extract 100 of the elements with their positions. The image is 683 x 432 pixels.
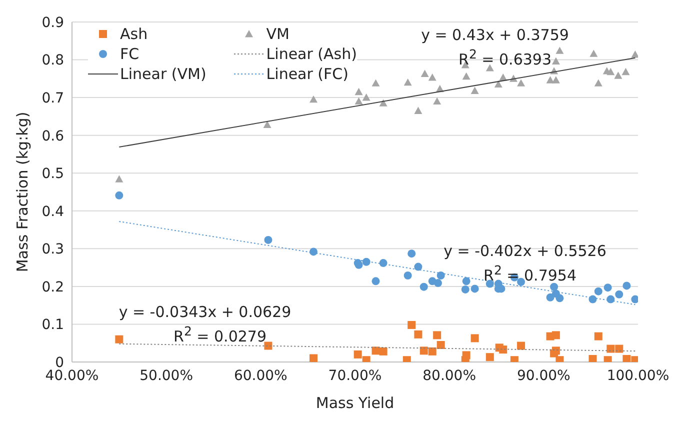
point (494, 80, 502, 88)
point (414, 106, 422, 114)
y-tick-label: 0.9 (42, 14, 64, 31)
point (606, 344, 615, 353)
point (309, 354, 318, 362)
point (622, 68, 630, 76)
point (420, 282, 428, 291)
point (604, 284, 612, 292)
point (414, 330, 422, 338)
point (354, 97, 363, 105)
point (408, 250, 416, 258)
point (462, 72, 470, 80)
point (263, 120, 272, 128)
y-tick-label: 0.1 (42, 317, 64, 334)
point (372, 79, 380, 86)
point (433, 331, 442, 340)
x-tick-label: 90.00% (516, 368, 570, 384)
point (115, 175, 124, 182)
annotation: y = 0.43x + 0.3759 (421, 26, 569, 44)
point (517, 278, 526, 286)
y-tick-label: 0.3 (42, 242, 64, 258)
point (615, 344, 624, 353)
point (470, 334, 479, 342)
point (379, 99, 388, 106)
annotation: y = -0.402x + 0.5526 (444, 242, 606, 260)
point (436, 271, 445, 280)
point (622, 282, 631, 290)
legend-label: Linear (VM) (120, 64, 206, 84)
point (556, 294, 564, 302)
point (499, 346, 508, 354)
y-tick-label: 0.4 (42, 204, 64, 220)
legend-label: Linear (FC) (266, 64, 348, 84)
point (486, 64, 494, 72)
x-axis-title: Mass Yield (316, 394, 394, 412)
point (614, 72, 622, 79)
point (354, 88, 363, 96)
point (588, 295, 597, 304)
point (436, 341, 445, 349)
point (264, 342, 272, 350)
point (309, 95, 318, 103)
point (470, 284, 479, 293)
point (606, 68, 615, 76)
point (420, 346, 428, 355)
x-tick-label: 70.00% (328, 368, 382, 384)
point (615, 290, 624, 298)
point (556, 46, 564, 54)
point (362, 258, 370, 266)
point (594, 287, 602, 296)
point (115, 191, 124, 200)
x-tick-label: 80.00% (422, 368, 476, 384)
legend-label: Ash (120, 24, 148, 44)
point (594, 79, 602, 86)
point (590, 50, 598, 57)
point (379, 259, 388, 268)
legend-label: FC (120, 44, 140, 64)
point (552, 76, 560, 84)
point (433, 97, 442, 105)
x-tick-label: 100.00% (606, 368, 670, 384)
point (428, 74, 436, 81)
y-tick-label: 0.8 (42, 52, 64, 69)
point (517, 79, 526, 86)
point (552, 57, 560, 64)
point (372, 277, 380, 286)
point (404, 78, 412, 86)
point (461, 285, 470, 294)
point (517, 342, 526, 350)
point (622, 354, 631, 362)
point (550, 282, 558, 291)
annotation: y = -0.0343x + 0.0629 (118, 303, 292, 321)
point (552, 331, 560, 340)
annotation: R$^{2}$ = 0.6393 (458, 46, 552, 68)
legend-label: VM (266, 24, 290, 44)
y-tick-label: 0.5 (42, 166, 64, 182)
y-tick-label: 0.7 (42, 90, 64, 107)
point (462, 277, 470, 286)
y-axis-title: Mass Fraction (kg:kg) (13, 112, 32, 272)
legend-label: Linear (Ash) (266, 44, 357, 64)
point (420, 70, 429, 77)
point (631, 50, 638, 58)
point (546, 293, 554, 302)
point (309, 248, 318, 256)
point (470, 86, 479, 94)
x-tick-label: 50.00% (140, 368, 194, 384)
point (264, 236, 272, 244)
point (354, 350, 362, 358)
point (115, 335, 124, 344)
point (631, 295, 638, 304)
annotation: R$^{2}$ = 0.0279 (174, 322, 266, 346)
point (362, 94, 370, 101)
point (428, 347, 436, 356)
point (408, 320, 416, 329)
y-tick-label: 0.2 (42, 279, 64, 296)
point (588, 354, 597, 362)
point (594, 332, 602, 340)
point (379, 347, 388, 356)
point (434, 279, 442, 288)
point (606, 295, 615, 304)
point (404, 271, 412, 280)
x-tick-label: 60.00% (234, 368, 288, 384)
point (414, 262, 422, 271)
